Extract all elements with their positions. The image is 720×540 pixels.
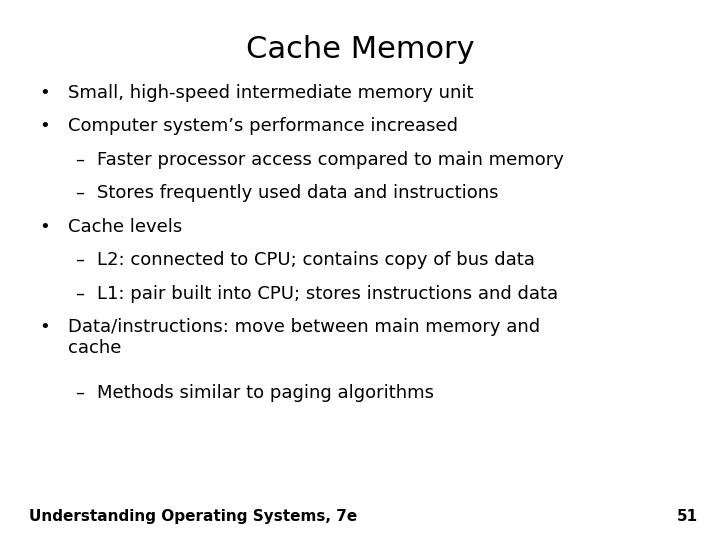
Text: 51: 51 — [678, 509, 698, 524]
Text: •: • — [40, 218, 50, 235]
Text: Methods similar to paging algorithms: Methods similar to paging algorithms — [97, 384, 434, 402]
Text: L2: connected to CPU; contains copy of bus data: L2: connected to CPU; contains copy of b… — [97, 251, 535, 269]
Text: •: • — [40, 84, 50, 102]
Text: Small, high-speed intermediate memory unit: Small, high-speed intermediate memory un… — [68, 84, 474, 102]
Text: –: – — [76, 285, 85, 302]
Text: Stores frequently used data and instructions: Stores frequently used data and instruct… — [97, 184, 499, 202]
Text: •: • — [40, 318, 50, 336]
Text: Data/instructions: move between main memory and
cache: Data/instructions: move between main mem… — [68, 318, 541, 357]
Text: Computer system’s performance increased: Computer system’s performance increased — [68, 117, 459, 135]
Text: Faster processor access compared to main memory: Faster processor access compared to main… — [97, 151, 564, 168]
Text: •: • — [40, 117, 50, 135]
Text: L1: pair built into CPU; stores instructions and data: L1: pair built into CPU; stores instruct… — [97, 285, 558, 302]
Text: –: – — [76, 384, 85, 402]
Text: –: – — [76, 251, 85, 269]
Text: –: – — [76, 184, 85, 202]
Text: Cache Memory: Cache Memory — [246, 35, 474, 64]
Text: Cache levels: Cache levels — [68, 218, 183, 235]
Text: Understanding Operating Systems, 7e: Understanding Operating Systems, 7e — [29, 509, 357, 524]
Text: –: – — [76, 151, 85, 168]
